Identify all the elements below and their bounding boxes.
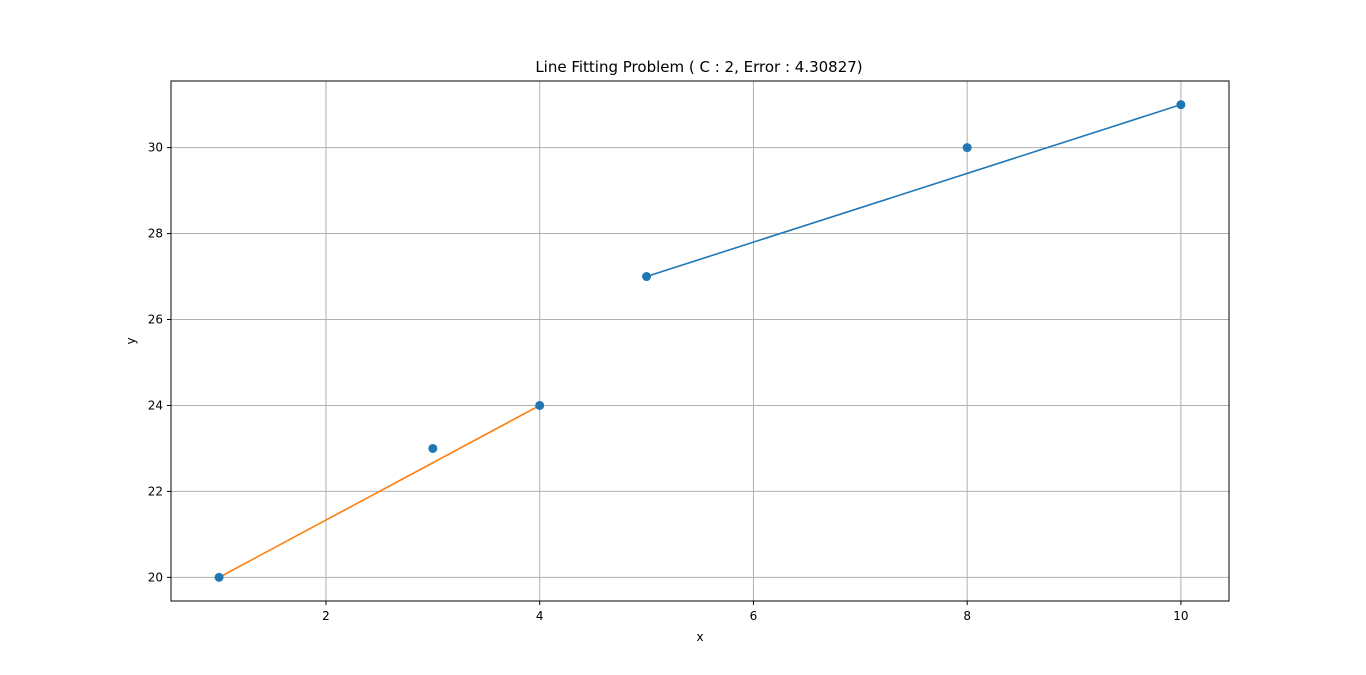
fit-segment-1 — [645, 103, 1182, 278]
fit-segment-2 — [218, 404, 541, 579]
data-points — [214, 100, 1186, 582]
x-tick-label: 2 — [322, 609, 330, 623]
y-tick-label: 30 — [148, 141, 163, 155]
data-point — [642, 272, 652, 282]
data-point — [535, 400, 545, 410]
y-tick-label: 26 — [148, 313, 163, 327]
x-axis-label: x — [696, 630, 703, 644]
y-axis-label: y — [124, 337, 138, 344]
x-tick-label: 4 — [536, 609, 544, 623]
plot-frame — [170, 80, 1230, 602]
data-point — [1176, 100, 1186, 110]
data-point — [962, 143, 972, 153]
x-tick-label: 8 — [963, 609, 971, 623]
y-axis-ticks: 20 22 24 26 28 30 — [148, 141, 171, 584]
y-tick-label: 22 — [148, 484, 163, 498]
x-tick-label: 10 — [1173, 609, 1188, 623]
data-point — [214, 572, 224, 582]
y-tick-label: 24 — [148, 398, 163, 412]
data-point — [428, 443, 438, 453]
x-tick-label: 6 — [750, 609, 758, 623]
y-tick-label: 28 — [148, 227, 163, 241]
fit-segments — [218, 103, 1182, 579]
grid-lines — [171, 81, 1229, 601]
x-axis-ticks: 2 4 6 8 10 — [322, 601, 1189, 623]
chart-title: Line Fitting Problem ( C : 2, Error : 4.… — [535, 58, 862, 76]
y-tick-label: 20 — [148, 570, 163, 584]
